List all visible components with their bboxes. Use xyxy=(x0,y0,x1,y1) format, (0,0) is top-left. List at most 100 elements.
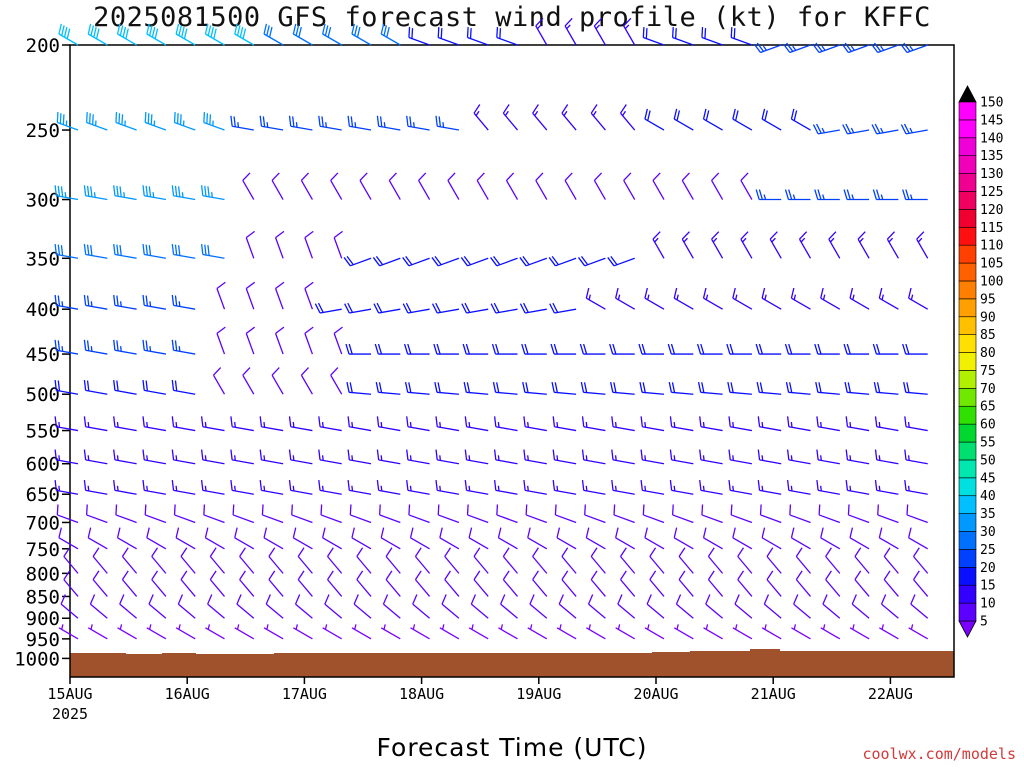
wind-barb xyxy=(681,231,694,259)
barb-staff xyxy=(913,579,929,597)
wind-barb xyxy=(640,479,665,495)
wind-barb xyxy=(117,624,137,640)
barb-feather xyxy=(491,343,497,355)
wind-barb xyxy=(500,594,518,619)
wind-barb xyxy=(151,547,167,574)
wind-barb xyxy=(883,570,899,597)
barb-feather xyxy=(179,114,182,125)
barb-feather xyxy=(609,343,614,355)
wind-barb xyxy=(236,594,255,619)
barb-feather xyxy=(496,504,499,515)
barb-staff xyxy=(146,537,167,550)
barb-staff xyxy=(146,627,167,640)
barb-feather xyxy=(85,504,88,515)
wind-barb xyxy=(761,108,782,131)
barb-staff xyxy=(879,537,899,550)
wind-barb xyxy=(552,449,577,465)
barb-feather xyxy=(902,189,907,200)
wind-barb xyxy=(902,343,928,355)
colorbar-label: 70 xyxy=(980,382,996,397)
barb-half-feather xyxy=(676,624,679,630)
barb-feather xyxy=(642,504,645,515)
barb-half-feather xyxy=(673,455,676,461)
barb-feather xyxy=(817,189,822,200)
barb-feather xyxy=(525,504,528,515)
barb-feather xyxy=(435,115,438,127)
barb-feather xyxy=(348,343,353,355)
barb-half-feather xyxy=(383,624,386,630)
barb-staff xyxy=(700,426,723,432)
barb-staff xyxy=(87,33,108,46)
wind-barb xyxy=(523,449,547,465)
barb-feather xyxy=(435,479,438,491)
barb-staff xyxy=(86,514,108,524)
barb-half-feather xyxy=(881,294,884,300)
barb-staff xyxy=(586,297,606,310)
barb-feather xyxy=(497,527,502,538)
wind-barb xyxy=(841,42,870,54)
wind-barb xyxy=(673,287,694,310)
colorbar-label: 65 xyxy=(980,400,996,415)
barb-staff xyxy=(385,579,401,597)
barb-feather xyxy=(711,172,720,181)
barb-staff xyxy=(119,603,138,619)
barb-feather xyxy=(549,303,556,314)
barb-staff xyxy=(467,257,489,267)
barb-half-feather xyxy=(622,110,627,117)
barb-staff xyxy=(590,556,606,574)
barb-staff xyxy=(703,297,723,310)
colorbar-label: 115 xyxy=(980,221,1003,236)
barb-half-feather xyxy=(761,485,764,492)
barb-feather xyxy=(376,479,380,491)
barb-staff xyxy=(590,112,606,131)
barb-feather xyxy=(375,381,380,393)
wind-barb xyxy=(288,115,313,131)
barb-staff xyxy=(63,579,79,597)
barb-feather xyxy=(532,570,539,580)
barb-feather xyxy=(87,527,92,538)
barb-staff xyxy=(583,426,606,432)
barb-feather xyxy=(437,27,440,38)
barb-staff xyxy=(554,391,577,395)
wind-barb xyxy=(374,343,401,355)
barb-feather xyxy=(92,547,100,557)
wind-barb xyxy=(375,381,401,395)
colorbar-swatch xyxy=(958,226,977,246)
barb-staff xyxy=(646,603,665,619)
barb-feather xyxy=(204,244,207,256)
barb-staff xyxy=(117,33,137,46)
barb-staff xyxy=(146,33,167,46)
barb-feather xyxy=(263,527,268,538)
wind-barb xyxy=(376,479,401,495)
barb-staff xyxy=(473,112,489,131)
barb-feather xyxy=(318,479,321,491)
barb-staff xyxy=(593,25,606,46)
barb-half-feather xyxy=(351,455,354,461)
barb-feather xyxy=(844,42,852,52)
barb-feather xyxy=(145,185,149,197)
wind-barb xyxy=(330,367,343,395)
wind-barb xyxy=(439,624,460,640)
barb-feather xyxy=(113,294,116,306)
barb-half-feather xyxy=(683,237,688,243)
barb-staff xyxy=(239,579,255,597)
barb-feather xyxy=(673,287,678,299)
barb-half-feather xyxy=(529,624,533,630)
barb-feather xyxy=(473,104,481,114)
barb-staff xyxy=(732,537,753,550)
barb-staff xyxy=(886,238,899,259)
wind-barb xyxy=(204,23,225,46)
barb-feather xyxy=(492,381,497,393)
barb-feather xyxy=(728,416,731,427)
barb-feather xyxy=(236,25,241,36)
wind-barb xyxy=(230,449,254,465)
barb-staff xyxy=(527,537,548,550)
barb-staff xyxy=(642,489,665,495)
barb-half-feather xyxy=(504,110,509,117)
barb-feather xyxy=(463,381,467,393)
wind-barb xyxy=(610,381,635,395)
barb-feather xyxy=(142,339,145,351)
barb-feather xyxy=(535,172,544,181)
barb-feather xyxy=(261,504,264,515)
barb-half-feather xyxy=(412,624,416,630)
